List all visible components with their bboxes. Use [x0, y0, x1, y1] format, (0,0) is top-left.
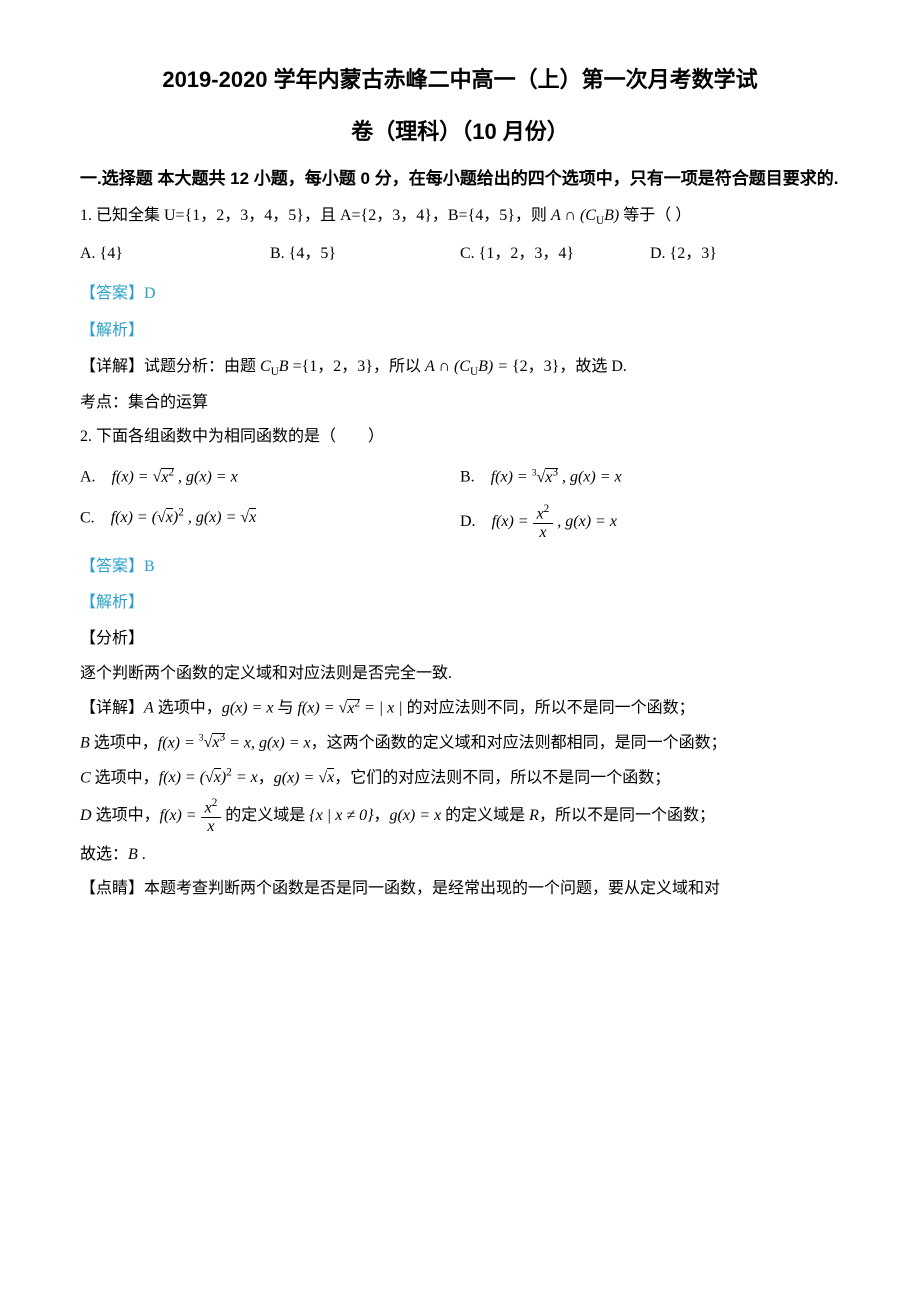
q2-optC-label: C. — [80, 509, 111, 526]
q2-optC: C. f(x) = (√x)2 , g(x) = √x — [80, 503, 460, 542]
q2-detail-B-f: f(x) = 3√x3 = x, g(x) = x — [158, 733, 311, 751]
q2-detail-D-mid1: 选项中， — [92, 807, 160, 824]
q2-guxuan-label: 故选： — [80, 846, 128, 863]
q2-optB-label: B. — [460, 469, 491, 486]
q1-answer: 【答案】D — [80, 279, 840, 309]
q1-detail-m2: A ∩ (CUB) = — [425, 358, 508, 375]
q2-detail-D-sep: ， — [373, 807, 389, 824]
q2-optA-math: f(x) = √x2 , g(x) = x — [112, 468, 238, 486]
q2-detail-C-f: f(x) = (√x)2 = x — [159, 769, 258, 786]
q2-detail-A-g: g(x) = x — [222, 700, 274, 717]
q2-detail-C-mid1: 选项中， — [91, 769, 159, 786]
q2-options-row2: C. f(x) = (√x)2 , g(x) = √x D. f(x) = x2… — [80, 503, 840, 542]
q1-detail-mid: ={1，2，3}，所以 — [289, 358, 425, 375]
q2-detail-C-post: ，它们的对应法则不同，所以不是同一个函数； — [334, 769, 670, 786]
q1-optC: C. {1，2，3，4} — [460, 239, 650, 269]
q2-options-row1: A. f(x) = √x2 , g(x) = x B. f(x) = 3√x3 … — [80, 462, 840, 493]
q1-detail-post: {2，3}，故选 D. — [508, 358, 627, 375]
q2-dianjing: 【点睛】本题考查判断两个函数是否是同一函数，是经常出现的一个问题，要从定义域和对 — [80, 874, 840, 904]
q1-detail-pre: 【详解】试题分析：由题 — [80, 358, 260, 375]
exam-title-line1: 2019-2020 学年内蒙古赤峰二中高一（上）第一次月考数学试 — [80, 60, 840, 100]
q2-detail-C-g: g(x) = √x — [274, 768, 334, 786]
q2-fenxi-body: 逐个判断两个函数的定义域和对应法则是否完全一致. — [80, 659, 840, 689]
q2-optB: B. f(x) = 3√x3 , g(x) = x — [460, 462, 840, 493]
q2-detail-C: C 选项中，f(x) = (√x)2 = x，g(x) = √x，它们的对应法则… — [80, 763, 840, 794]
q2-detail-D-R: R — [529, 807, 539, 824]
q1-detail: 【详解】试题分析：由题 CUB ={1，2，3}，所以 A ∩ (CUB) = … — [80, 352, 840, 383]
q2-guxuan: 故选：B . — [80, 840, 840, 870]
q2-optB-math: f(x) = 3√x3 , g(x) = x — [491, 468, 622, 486]
q2-detail-B-letter: B — [80, 734, 90, 751]
q2-detail-D-mid2: 的定义域是 — [221, 807, 309, 824]
q2-detail-D-post: ，所以不是同一个函数； — [539, 807, 715, 824]
q2-optA: A. f(x) = √x2 , g(x) = x — [80, 462, 460, 493]
q2-detail-B: B 选项中，f(x) = 3√x3 = x, g(x) = x，这两个函数的定义… — [80, 728, 840, 759]
q2-detail-A-mid2: 与 — [273, 700, 297, 717]
q2-detail-B-mid1: 选项中， — [90, 734, 158, 751]
q2-guxuan-ans: B — [128, 846, 138, 863]
q1-analysis-label: 【解析】 — [80, 316, 840, 346]
q1-optD: D. {2，3} — [650, 239, 840, 269]
q2-detail-D-letter: D — [80, 807, 92, 824]
q2-detail-A-mid1: 选项中， — [154, 700, 222, 717]
q1-options: A. {4} B. {4，5} C. {1，2，3，4} D. {2，3} — [80, 239, 840, 269]
q2-detail-A: 【详解】A 选项中，g(x) = x 与 f(x) = √x2 = | x | … — [80, 693, 840, 724]
q2-detail-B-post: ，这两个函数的定义域和对应法则都相同，是同一个函数； — [311, 734, 727, 751]
q2-detail-D: D 选项中，f(x) = x2x 的定义域是 {x | x ≠ 0}，g(x) … — [80, 797, 840, 836]
q2-optD-label: D. — [460, 513, 492, 530]
q2-detail-A-post: 的对应法则不同，所以不是同一个函数； — [403, 700, 695, 717]
q2-fenxi: 【分析】 — [80, 624, 840, 654]
q2-optD: D. f(x) = x2x , g(x) = x — [460, 503, 840, 542]
q1-kaodian: 考点：集合的运算 — [80, 388, 840, 418]
q2-optA-label: A. — [80, 469, 112, 486]
q1-optB: B. {4，5} — [270, 239, 460, 269]
q1-stem-math: A ∩ (CUB) — [551, 207, 619, 224]
q1-stem: 1. 已知全集 U={1，2，3，4，5}，且 A={2，3，4}，B={4，5… — [80, 201, 840, 232]
exam-title-line2: 卷（理科）（10 月份） — [80, 112, 840, 152]
q2-detail-A-letter: A — [144, 700, 154, 717]
q2-detail-D-f: f(x) = x2x — [160, 807, 222, 824]
q2-detail-C-letter: C — [80, 769, 91, 786]
q1-stem-text-pre: 1. 已知全集 U={1，2，3，4，5}，且 A={2，3，4}，B={4，5… — [80, 207, 551, 224]
q1-optA: A. {4} — [80, 239, 270, 269]
q2-detail-D-set: {x | x ≠ 0} — [309, 807, 373, 824]
q2-detail-A-f: f(x) = √x2 = | x | — [297, 699, 402, 717]
q1-stem-text-post: 等于（ ） — [619, 207, 691, 224]
q2-detail-A-pre: 【详解】 — [80, 700, 144, 717]
q2-detail-D-g: g(x) = x — [390, 807, 442, 824]
q2-optD-math: f(x) = x2x , g(x) = x — [492, 513, 617, 530]
q2-optC-math: f(x) = (√x)2 , g(x) = √x — [111, 509, 257, 526]
q2-stem: 2. 下面各组函数中为相同函数的是（ ） — [80, 422, 840, 452]
q2-answer: 【答案】B — [80, 552, 840, 582]
q1-detail-m1: CUB — [260, 358, 289, 375]
q2-detail-C-sep: ， — [258, 769, 274, 786]
section-heading: 一.选择题 本大题共 12 小题，每小题 0 分，在每小题给出的四个选项中，只有… — [80, 163, 840, 195]
q2-analysis-label: 【解析】 — [80, 588, 840, 618]
q2-detail-D-mid3: 的定义域是 — [441, 807, 529, 824]
